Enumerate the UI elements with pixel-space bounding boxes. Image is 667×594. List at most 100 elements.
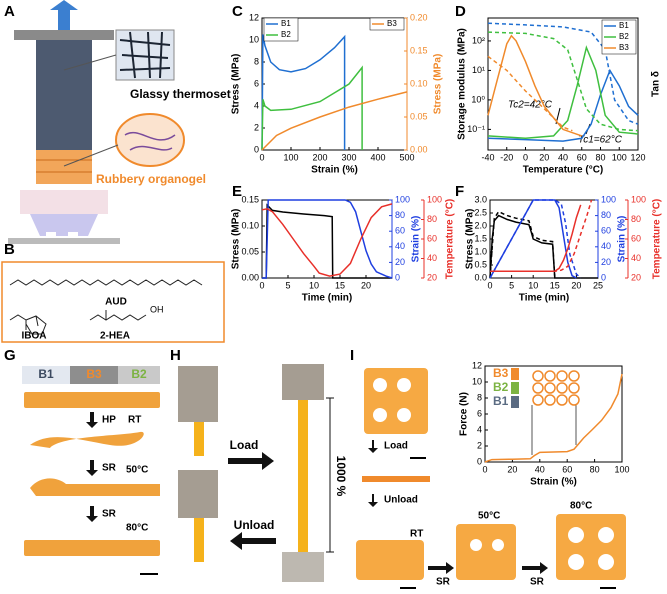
y-tick-label: 0.5 bbox=[474, 259, 487, 269]
series-line bbox=[484, 373, 623, 463]
y-tick-label: 6 bbox=[477, 408, 482, 418]
molecule-name: 2-HEA bbox=[100, 331, 130, 342]
inset-label: B2 bbox=[493, 380, 509, 394]
label: 80°C bbox=[570, 501, 592, 512]
y-tick-label: 2 bbox=[254, 122, 259, 132]
photo-i bbox=[356, 368, 626, 589]
y-tick-label: 10 bbox=[472, 376, 482, 386]
x-tick-label: 100 bbox=[614, 464, 629, 474]
label: Unload bbox=[234, 518, 275, 532]
x-tick-label: 100 bbox=[612, 152, 627, 162]
y-tick-label: 2.0 bbox=[474, 220, 487, 230]
y-tick-label: 10¹ bbox=[472, 65, 485, 75]
x-tick-label: 80 bbox=[590, 464, 600, 474]
x-axis-label: Strain (%) bbox=[311, 165, 358, 176]
x-tick-label: 25 bbox=[593, 280, 603, 290]
plot-frame bbox=[489, 199, 599, 279]
series-line bbox=[489, 214, 598, 279]
label: Load bbox=[384, 441, 408, 452]
y-tick-label: 10 bbox=[249, 34, 259, 44]
x-tick-label: 0 bbox=[482, 464, 487, 474]
printer-diagram bbox=[8, 0, 185, 244]
y2-tick-label: 0.05 bbox=[410, 111, 428, 121]
y2-tick-label: 100 bbox=[601, 194, 616, 204]
label: SR bbox=[530, 577, 545, 588]
x-axis-label: Temperature (°C) bbox=[523, 165, 604, 176]
y3-tick-label: 20 bbox=[631, 272, 641, 282]
y-tick-label: 10² bbox=[472, 35, 485, 45]
panel-letter: E bbox=[232, 183, 242, 200]
x-tick-label: 200 bbox=[312, 152, 327, 162]
label: 50°C bbox=[478, 511, 500, 522]
legend-box bbox=[369, 17, 405, 31]
y2-tick-label: 0.20 bbox=[410, 12, 428, 22]
y3-tick-label: 40 bbox=[427, 253, 437, 263]
y2-tick-label: 80 bbox=[601, 210, 611, 220]
y-tick-label: 0.00 bbox=[241, 272, 259, 282]
y2label: Strain (%) bbox=[411, 216, 422, 263]
legend-label: B3 bbox=[387, 19, 397, 28]
y3label: Temperature (°C) bbox=[652, 199, 663, 280]
label: Load bbox=[230, 438, 259, 452]
y-tick-label: 0.0 bbox=[474, 272, 487, 282]
legend-label: B2 bbox=[619, 32, 629, 41]
y2-tick-label: 0.15 bbox=[410, 45, 428, 55]
series-line bbox=[261, 91, 408, 151]
legend-label: B3 bbox=[619, 43, 629, 52]
y3-tick-label: 100 bbox=[631, 194, 646, 204]
structure-box bbox=[1, 261, 225, 343]
y2-tick-label: 60 bbox=[601, 226, 611, 236]
x-tick-label: 40 bbox=[535, 464, 545, 474]
series-line bbox=[261, 34, 346, 151]
series-line bbox=[262, 199, 393, 279]
y-tick-label: 0.05 bbox=[241, 246, 259, 256]
y2-tick-label: 0 bbox=[395, 272, 400, 282]
y-tick-label: 4 bbox=[477, 424, 482, 434]
y2label: Tan δ bbox=[651, 71, 662, 97]
label: 1000 % bbox=[334, 456, 348, 497]
y2-tick-label: 0.10 bbox=[410, 78, 428, 88]
panel-letter: C bbox=[232, 3, 243, 20]
y-tick-label: 12 bbox=[249, 12, 259, 22]
panel-letter: D bbox=[455, 3, 466, 20]
y3-tick-label: 20 bbox=[427, 272, 437, 282]
molecule-name: AUD bbox=[105, 297, 127, 308]
y3-tick-label: 60 bbox=[631, 233, 641, 243]
y-tick-label: 12 bbox=[472, 360, 482, 370]
y2-tick-label: 100 bbox=[395, 194, 410, 204]
y-tick-label: 8 bbox=[477, 392, 482, 402]
label: RT bbox=[128, 415, 141, 426]
y3-tick-label: 80 bbox=[631, 214, 641, 224]
y-tick-label: 8 bbox=[254, 56, 259, 66]
ylabel: Force (N) bbox=[459, 392, 470, 436]
y-tick-label: 0 bbox=[477, 456, 482, 466]
x-tick-label: 20 bbox=[507, 464, 517, 474]
x-tick-label: 100 bbox=[283, 152, 298, 162]
x-axis-label: Strain (%) bbox=[530, 477, 577, 488]
x-axis-label: Time (min) bbox=[302, 293, 352, 304]
x-tick-label: 300 bbox=[341, 152, 356, 162]
y-tick-label: 1.5 bbox=[474, 233, 487, 243]
series-line bbox=[261, 65, 363, 151]
series-line bbox=[487, 34, 583, 137]
panel-letter: I bbox=[350, 347, 354, 364]
y2-tick-label: 0 bbox=[601, 272, 606, 282]
y-tick-label: 2.5 bbox=[474, 207, 487, 217]
y3-tick-label: 80 bbox=[427, 214, 437, 224]
label: HP bbox=[102, 415, 116, 426]
label: SR bbox=[102, 463, 117, 474]
series-line bbox=[487, 55, 573, 132]
y3-tick-label: 100 bbox=[427, 194, 442, 204]
x-tick-label: 10 bbox=[309, 280, 319, 290]
label: RT bbox=[410, 529, 423, 540]
series-line bbox=[489, 210, 556, 279]
x-tick-label: 120 bbox=[630, 152, 645, 162]
series-line bbox=[487, 68, 639, 142]
x-tick-label: 20 bbox=[571, 280, 581, 290]
series-line bbox=[487, 22, 639, 125]
x-tick-label: -20 bbox=[500, 152, 513, 162]
x-tick-label: 0 bbox=[487, 280, 492, 290]
label: SR bbox=[102, 509, 117, 520]
ylabel: Stress (MPa) bbox=[231, 209, 242, 270]
annotation: Tc1=62°C bbox=[578, 135, 623, 146]
